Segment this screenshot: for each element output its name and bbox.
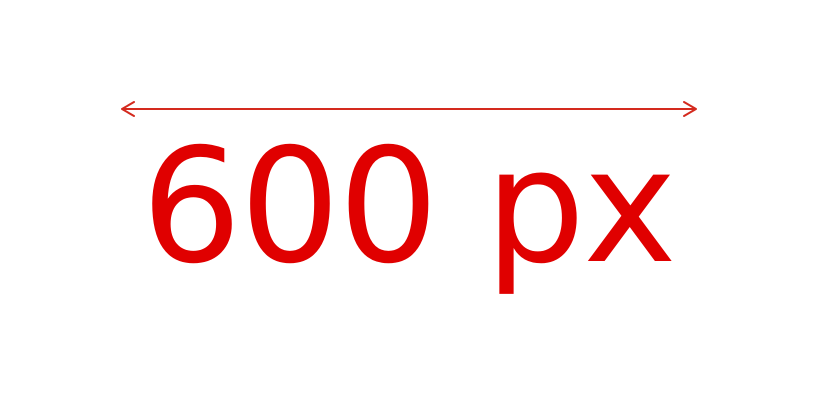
arrow-left-head (121, 101, 135, 117)
double-headed-arrow-icon (121, 101, 697, 117)
arrow-right-head (683, 101, 697, 117)
width-measurement-label: 600 px (141, 115, 677, 299)
